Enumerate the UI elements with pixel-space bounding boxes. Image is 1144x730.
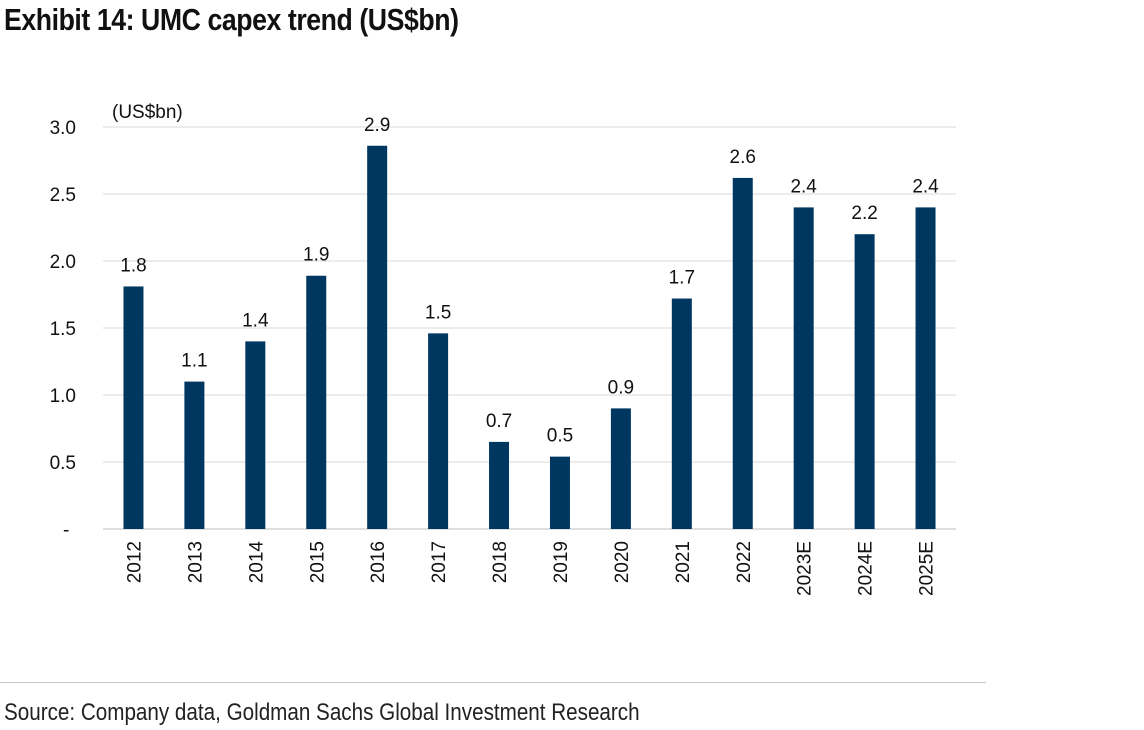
y-axis-unit-label: (US$bn) bbox=[112, 102, 183, 123]
x-tick-label: 2017 bbox=[429, 541, 450, 583]
data-label: 1.8 bbox=[120, 255, 146, 276]
chart-title: Exhibit 14: UMC capex trend (US$bn) bbox=[4, 2, 459, 37]
x-tick-label: 2018 bbox=[490, 541, 511, 583]
bar bbox=[184, 381, 205, 529]
x-tick-label: 2024E bbox=[856, 541, 877, 596]
data-labels: 1.8 1.1 1.4 1.9 2.9 1.5 0.7 0.5 0.9 1.7 2.6 2.4 2.2 2… bbox=[120, 115, 939, 447]
x-axis-ticks: 2012 2013 2014 2015 2016 2017 2018 2019 2020 2021… bbox=[124, 541, 937, 596]
bar bbox=[245, 341, 266, 529]
bar bbox=[123, 286, 144, 529]
data-label: 1.5 bbox=[425, 302, 451, 323]
bar bbox=[854, 234, 875, 529]
bar bbox=[671, 298, 692, 529]
gridlines bbox=[103, 126, 956, 530]
x-tick-label: 2023E bbox=[795, 541, 816, 596]
x-tick-label: 2021 bbox=[673, 541, 694, 583]
bar bbox=[428, 333, 449, 529]
x-tick-label: 2015 bbox=[307, 541, 328, 583]
y-tick-label: 1.0 bbox=[50, 386, 76, 407]
source-note: Source: Company data, Goldman Sachs Glob… bbox=[4, 699, 640, 726]
data-label: 2.4 bbox=[790, 176, 817, 197]
x-tick-label: 2013 bbox=[185, 541, 206, 583]
bars bbox=[123, 145, 936, 530]
data-label: 1.1 bbox=[181, 351, 207, 372]
data-label: 2.9 bbox=[364, 115, 390, 136]
x-tick-label: 2025E bbox=[917, 541, 938, 596]
data-label: 2.4 bbox=[912, 176, 939, 197]
data-label: 0.5 bbox=[547, 426, 573, 447]
y-tick-label: 0.5 bbox=[50, 453, 76, 474]
y-tick-label: 2.5 bbox=[50, 185, 76, 206]
y-axis-ticks: - 0.5 1.0 1.5 2.0 2.5 3.0 bbox=[50, 118, 76, 541]
y-tick-label: 1.5 bbox=[50, 319, 76, 340]
data-label: 2.6 bbox=[730, 147, 756, 168]
x-tick-label: 2012 bbox=[124, 541, 145, 583]
bar bbox=[793, 207, 814, 529]
x-tick-label: 2014 bbox=[246, 541, 267, 584]
bar bbox=[915, 207, 936, 529]
data-label: 0.7 bbox=[486, 411, 512, 432]
bar bbox=[732, 177, 753, 530]
data-label: 0.9 bbox=[608, 377, 634, 398]
y-tick-label: - bbox=[63, 520, 69, 541]
bar-chart: (US$bn) - 0.5 1.0 1.5 2.0 2.5 3.0 1.8 1.1 1.4 1.9… bbox=[50, 102, 956, 596]
bar bbox=[549, 456, 570, 529]
y-tick-label: 3.0 bbox=[50, 118, 76, 139]
x-tick-label: 2016 bbox=[368, 541, 389, 583]
x-tick-label: 2022 bbox=[734, 541, 755, 583]
data-label: 2.2 bbox=[851, 203, 877, 224]
source-divider bbox=[0, 682, 986, 683]
x-tick-label: 2020 bbox=[612, 541, 633, 583]
data-label: 1.7 bbox=[669, 268, 695, 289]
data-label: 1.4 bbox=[242, 310, 269, 331]
bar bbox=[367, 145, 388, 529]
bar bbox=[610, 408, 631, 529]
bar bbox=[306, 275, 327, 529]
data-label: 1.9 bbox=[303, 245, 329, 266]
y-tick-label: 2.0 bbox=[50, 252, 76, 273]
bar bbox=[489, 441, 510, 529]
x-tick-label: 2019 bbox=[551, 541, 572, 583]
